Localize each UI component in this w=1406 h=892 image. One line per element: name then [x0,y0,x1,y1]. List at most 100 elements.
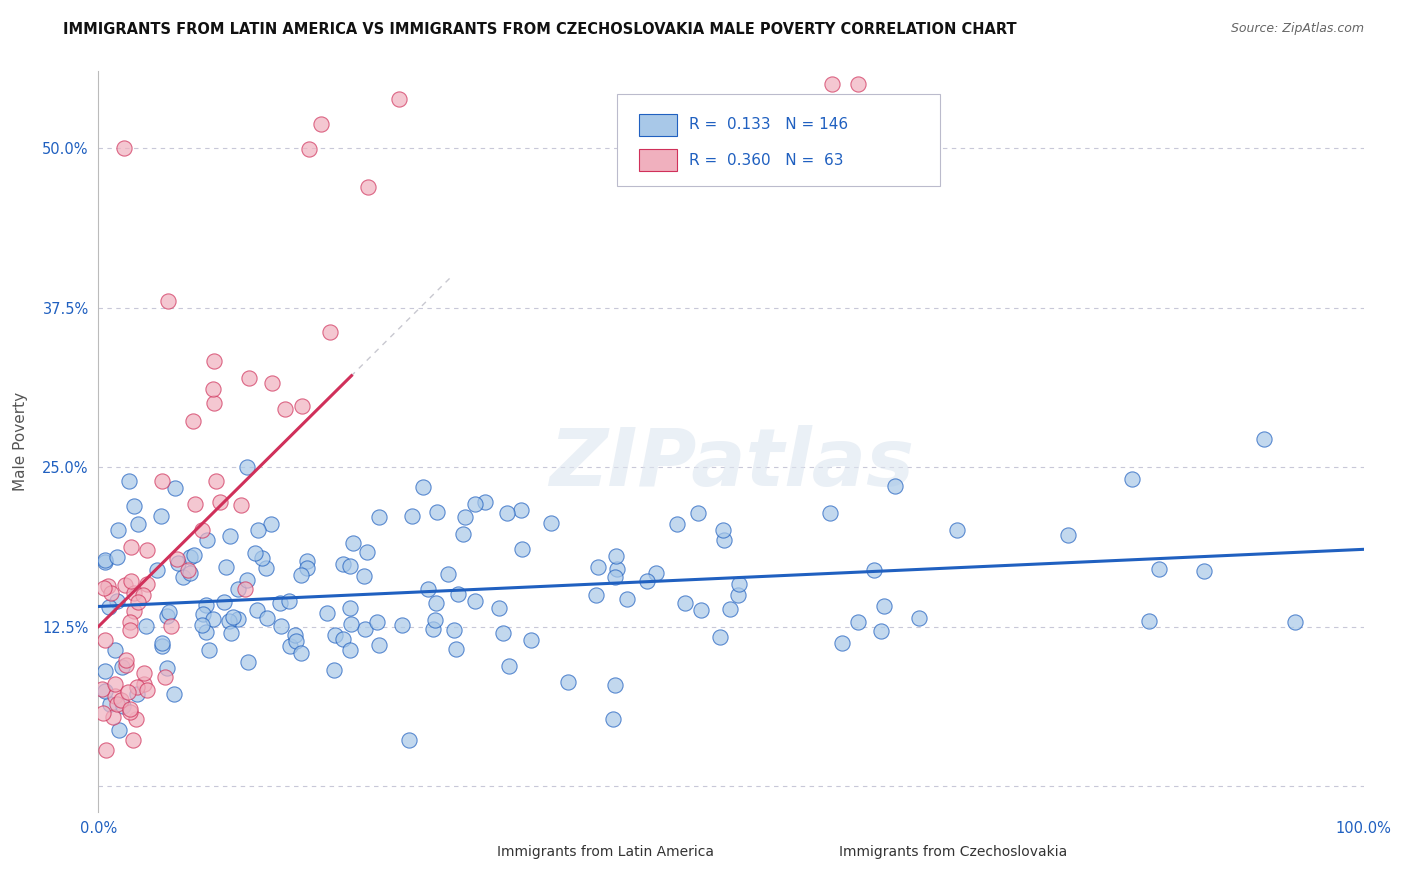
Point [219,529,242,543]
Point [93,555,117,569]
Point [509,502,531,516]
Point [157,294,180,309]
Point [846,77,869,91]
Point [290,646,312,660]
Point [110,660,132,674]
Point [110,693,132,707]
Point [179,566,201,580]
Point [124,499,146,513]
Point [120,574,142,588]
Point [319,325,342,339]
Point [202,396,225,410]
Bar [638,149,676,171]
Point [416,582,439,596]
Point [908,611,931,625]
Point [673,596,696,610]
Text: Immigrants from Czechoslovakia: Immigrants from Czechoslovakia [838,845,1067,859]
Bar [638,113,676,136]
Point [125,712,148,726]
Point [120,541,142,555]
Point [367,638,389,652]
Point [315,606,337,620]
Point [112,141,135,155]
Text: R =  0.133   N = 146: R = 0.133 N = 146 [689,117,848,132]
Point [93,582,115,596]
Point [246,523,269,537]
Point [284,633,307,648]
Point [260,517,283,532]
Point [93,552,117,566]
Point [645,566,668,581]
Point [195,533,218,547]
Point [818,506,841,520]
Point [181,414,204,428]
Point [356,545,378,559]
Point [93,664,117,678]
Point [97,579,120,593]
Point [183,497,205,511]
Point [112,699,135,714]
Point [464,497,486,511]
Point [205,475,228,489]
Point [117,684,139,698]
Point [398,733,420,747]
Point [165,481,187,495]
Point [243,546,266,560]
Point [846,615,869,629]
Point [97,600,120,615]
Point [149,508,172,523]
Point [167,556,190,570]
Point [118,702,141,716]
Point [870,624,893,638]
Point [1192,565,1215,579]
Point [357,179,380,194]
Point [1284,615,1306,630]
Point [98,697,121,711]
Point [191,618,214,632]
Point [155,661,177,675]
Point [636,574,658,588]
Point [226,582,249,597]
Point [118,474,141,488]
Point [821,77,844,91]
Point [150,636,173,650]
Point [105,697,128,711]
Point [256,611,278,625]
Point [201,612,224,626]
Text: R =  0.360   N =  63: R = 0.360 N = 63 [689,153,844,168]
Point [1147,562,1170,576]
Point [585,588,607,602]
Point [136,543,159,558]
Point [120,615,142,629]
Point [295,554,318,568]
Text: ZIPatlas: ZIPatlas [548,425,914,503]
Point [107,523,129,537]
Point [236,573,259,587]
Point [366,615,388,630]
Point [520,632,543,647]
Point [425,596,447,610]
Point [412,480,434,494]
Bar [807,844,832,860]
Point [284,628,307,642]
Point [709,630,731,644]
Point [401,508,423,523]
Point [291,400,314,414]
Point [108,723,131,737]
Point [510,541,533,556]
Point [388,92,411,106]
Point [156,608,179,623]
Point [496,507,519,521]
Point [127,680,149,694]
Point [132,677,155,691]
Point [190,523,212,537]
Point [166,552,188,566]
Point [218,614,240,628]
Point [946,523,969,537]
Point [727,588,749,602]
Point [94,633,117,648]
Point [1057,528,1080,542]
Point [586,560,609,574]
Point [425,613,447,627]
Point [222,610,245,624]
